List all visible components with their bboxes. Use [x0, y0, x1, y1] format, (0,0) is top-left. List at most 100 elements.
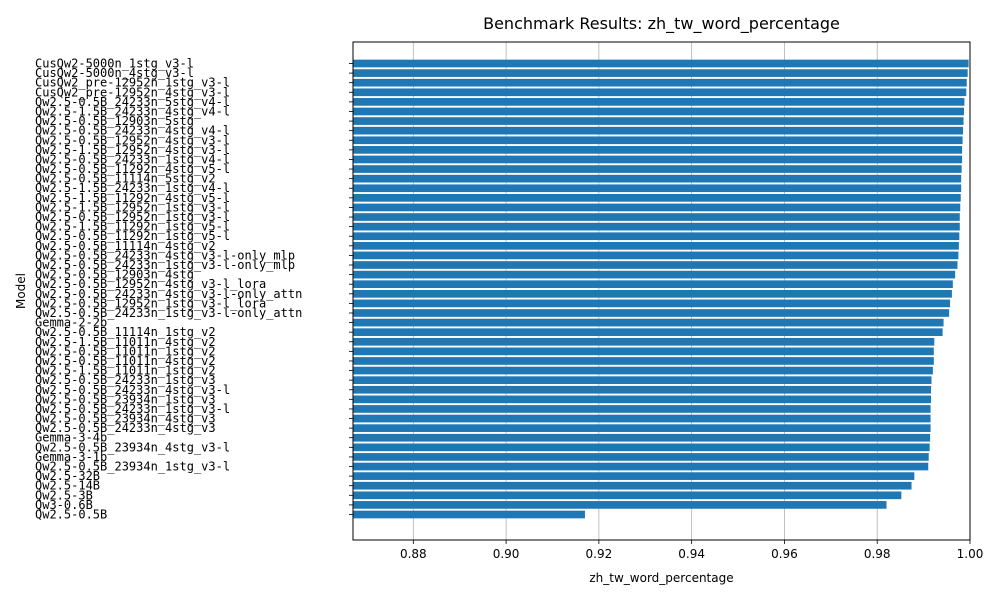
bar — [353, 337, 935, 346]
bar — [353, 414, 931, 423]
y-tick-label: Qw2.5-0.5B_24233n_1stg_v3-l-only_mlp — [35, 258, 295, 272]
y-tick-label: Qw3-0.6B — [35, 498, 93, 512]
bar — [353, 385, 932, 394]
y-tick-label: CusQw2_pre-12952n_1stg_v3-l — [35, 76, 230, 90]
y-tick-label: Qw2.5-0.5B_11114n_4stg_v2 — [35, 239, 216, 253]
y-tick-label: Qw2.5-0.5B_12903n_5stg — [35, 114, 194, 128]
bar — [353, 117, 964, 125]
bar — [353, 395, 932, 404]
x-tick-label: 0.98 — [864, 547, 891, 561]
bar — [353, 405, 931, 413]
bar — [353, 501, 887, 509]
bar — [353, 366, 933, 375]
bar — [353, 318, 944, 327]
y-tick-label: Qw2.5-0.5B_23934n_1stg_v3-l — [35, 460, 230, 474]
bar — [353, 174, 962, 183]
x-tick-label: 0.88 — [400, 547, 427, 561]
bar — [353, 453, 929, 461]
y-tick-label: Qw2.5-0.5B_12903n_4stg — [35, 268, 194, 282]
y-tick-label: Qw2.5-0.5B_11011n_4stg_v2 — [35, 354, 216, 368]
y-tick-label: Qw2.5-0.5B_23934n_4stg_v3 — [35, 412, 216, 426]
bar — [353, 309, 950, 317]
y-tick-label: Qw2.5-0.5B_23934n_1stg_v3 — [35, 392, 216, 406]
y-tick-label: CusQw2_pre-12952n_4stg_v3-l — [35, 85, 230, 99]
x-axis-ticks: 0.88 0.90 0.92 0.94 0.96 0.98 1.00 — [400, 540, 983, 561]
y-tick-label: Qw2.5-1.5B_11011n_1stg_v2 — [35, 364, 216, 378]
y-tick-label: Qw2.5-0.5B_12952n_1stg_v3-l_lora — [35, 296, 266, 310]
y-tick-label: Gemma-3-1b — [35, 450, 107, 464]
bar — [353, 424, 931, 432]
x-tick-label: 0.94 — [678, 547, 705, 561]
bar — [353, 194, 961, 202]
y-tick-label: Qw2.5-1.5B_24233n_4stg_v4-l — [35, 104, 230, 118]
y-tick-label: Qw2.5-0.5B_11114n_1stg_v2 — [35, 325, 216, 339]
bar — [353, 107, 964, 116]
y-tick-label: Qw2.5-0.5B_24233n_4stg_v3 — [35, 421, 216, 435]
bar — [353, 481, 912, 490]
bar — [353, 88, 967, 97]
y-tick-label: Qw2.5-0.5B_11114n_5stg_v2 — [35, 172, 216, 186]
y-tick-label: Qw2.5-32B — [35, 469, 100, 483]
bar — [353, 155, 963, 164]
x-tick-label: 1.00 — [957, 547, 984, 561]
y-tick-label: Qw2.5-0.5B_24233n_4stg_v3-l-only_mlp — [35, 248, 295, 262]
y-tick-label: Qw2.5-1.5B_11292n_1stg_v5-l — [35, 220, 230, 234]
y-tick-label: Qw2.5-0.5B_24233n_1stg_v3 — [35, 373, 216, 387]
y-tick-label: Qw2.5-0.5B_24233n_1stg_v3-l — [35, 402, 230, 416]
y-axis-label: Model — [14, 273, 28, 309]
y-tick-label: Gemma-3-4b — [35, 431, 107, 445]
bar — [353, 347, 934, 356]
y-tick-label: Qw2.5-1.5B_24233n_1stg_v4-l — [35, 181, 230, 195]
bar — [353, 241, 959, 250]
bar — [353, 280, 953, 289]
y-tick-label: Qw2.5-1.5B_11011n_4stg_v2 — [35, 335, 216, 349]
bar — [353, 146, 963, 154]
y-tick-label: Qw2.5-1.5B_11292n_4stg_v5-l — [35, 191, 230, 205]
y-tick-label: Qw2.5-0.5B_23934n_4stg_v3-l — [35, 440, 230, 454]
bar — [353, 289, 952, 298]
y-tick-label: Qw2.5-0.5B_11292n_4stg_v5-l — [35, 162, 230, 176]
bar — [353, 184, 962, 193]
y-tick-label: Qw2.5-0.5B_11011n_1stg_v2 — [35, 344, 216, 358]
bar — [353, 299, 951, 308]
bar — [353, 443, 930, 452]
bar — [353, 98, 965, 106]
bar — [353, 491, 902, 500]
bar — [353, 222, 960, 231]
chart-title: Benchmark Results: zh_tw_word_percentage — [483, 14, 840, 34]
y-tick-label: CusQw2-5000n_4stg_v3-l — [35, 66, 194, 80]
y-tick-label: Qw2.5-1.5B_12952n_1stg_v3-l — [35, 200, 230, 214]
bar — [353, 213, 960, 221]
bar — [353, 203, 961, 212]
x-axis-label: zh_tw_word_percentage — [589, 571, 733, 585]
bar — [353, 59, 969, 68]
y-tick-label: Qw2.5-0.5B_12952n_4stg_v3-l_lora — [35, 277, 266, 291]
bar — [353, 165, 962, 173]
bar — [353, 136, 963, 145]
x-tick-label: 0.96 — [771, 547, 798, 561]
bar — [353, 357, 934, 365]
bar — [353, 433, 931, 442]
bars — [353, 59, 969, 519]
y-tick-label: Qw2.5-0.5B_24233n_5stg_v4-l — [35, 95, 230, 109]
y-tick-label: Qw2.5-0.5B_24233n_4stg_v3-l-only_attn — [35, 287, 302, 301]
y-tick-label: Qw2.5-0.5B_11292n_1stg_v5-l — [35, 229, 230, 243]
bar — [353, 376, 932, 384]
y-tick-label: Qw2.5-1.5B_12952n_4stg_v3-l — [35, 143, 230, 157]
bar — [353, 328, 943, 337]
y-axis-ticks: CusQw2-5000n_1stg_v3-lCusQw2-5000n_4stg_… — [35, 57, 353, 522]
y-tick-label: Qw2.5-0.5B_24233n_4stg_v3-l — [35, 383, 230, 397]
y-tick-label: Qw2.5-14B — [35, 479, 100, 493]
bar — [353, 261, 958, 269]
bar — [353, 270, 956, 279]
bar — [353, 251, 959, 260]
plot-frame — [352, 41, 971, 541]
bar — [353, 462, 929, 471]
x-tick-label: 0.92 — [586, 547, 613, 561]
x-tick-label: 0.90 — [493, 547, 520, 561]
y-tick-label: Gemma-2-2b — [35, 316, 107, 330]
y-tick-label: Qw2.5-0.5B_12952n_4stg_v3-l — [35, 133, 230, 147]
y-tick-label: Qw2.5-0.5B_24233n_4stg_v4-l — [35, 124, 230, 138]
y-tick-label: Qw2.5-0.5B_24233n_1stg_v3-l-only_attn — [35, 306, 302, 320]
